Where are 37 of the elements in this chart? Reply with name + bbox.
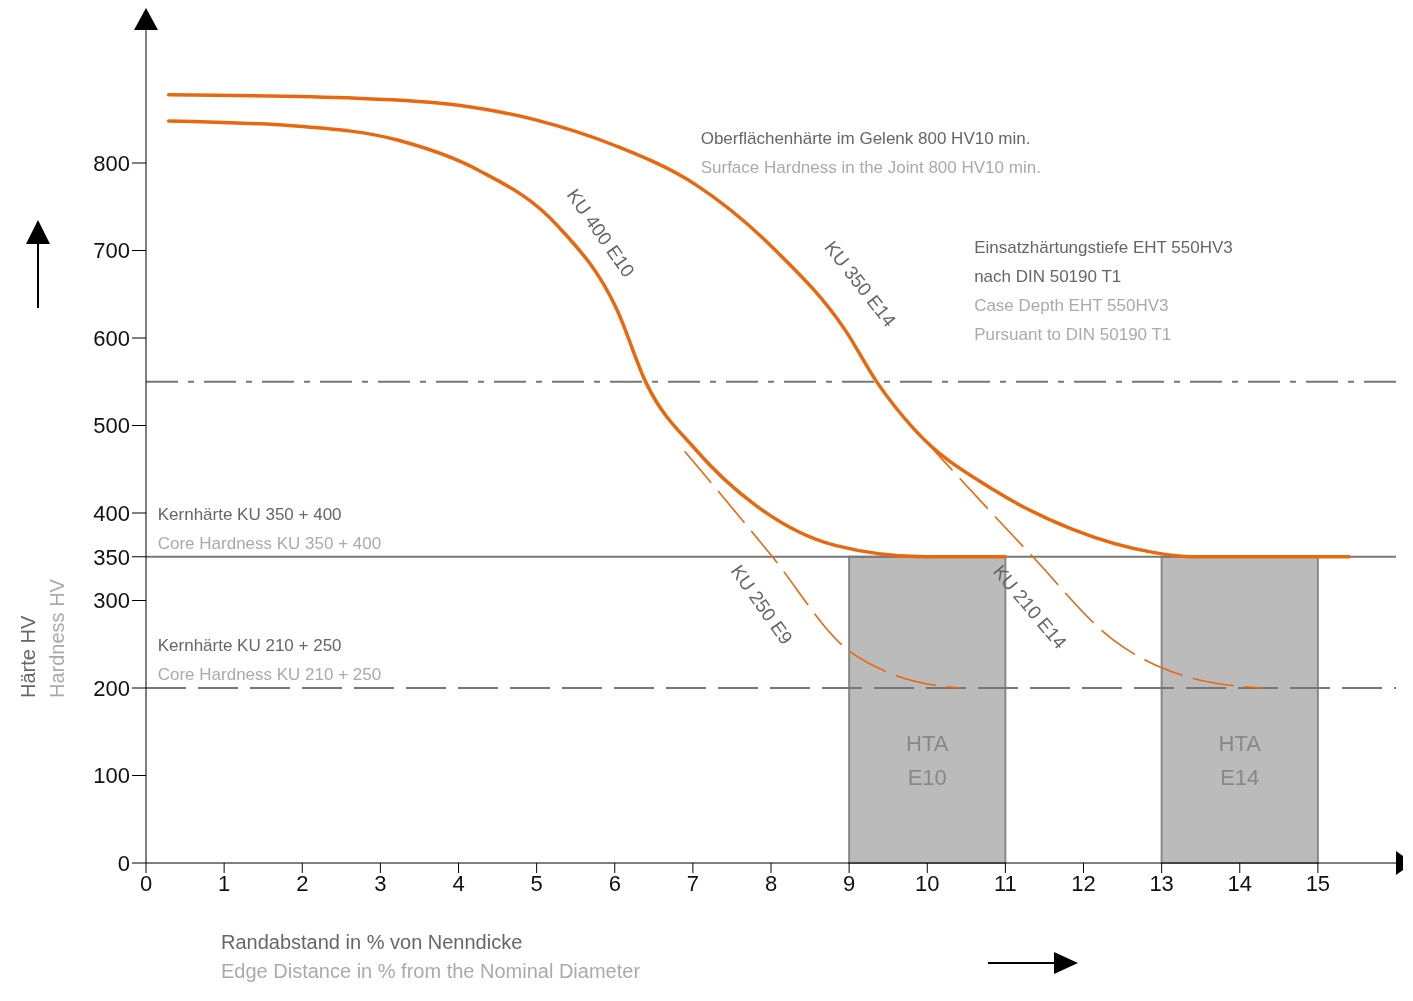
y-tick-label: 350 [93, 544, 130, 570]
text: KU 210 E14 [988, 561, 1072, 654]
ref-line-label: Kernhärte KU 350 + 400 Core Hardness KU 350 + 400 [157, 503, 382, 555]
x-tick-label: 9 [843, 870, 856, 896]
x-tick-label: 0 [139, 870, 153, 896]
y-tick-label: 100 [93, 763, 130, 789]
x-tick-label: 5 [530, 870, 543, 896]
y-axis-title: Härte HV Hardness HV [16, 579, 69, 698]
x-tick-label: 8 [764, 870, 778, 896]
y-tick-label: 400 [93, 500, 130, 526]
y-tick-label: 700 [93, 238, 130, 264]
y-tick-label: 500 [93, 413, 130, 439]
y-tick-label: 0 [117, 850, 130, 876]
x-tick-label: 10 [915, 870, 940, 896]
ref-line-label: Einsatzhärtungstiefe EHT 550HV3 nach DIN 50190 T1 Case Depth EHT 550HV3 Pursuant to DIN 50190 T1 [974, 237, 1233, 346]
x-tick-label: 15 [1305, 870, 1331, 896]
x-tick-label: 13 [1149, 870, 1174, 896]
y-tick-label: 300 [93, 588, 130, 614]
text: KU 400 E10 [561, 184, 639, 282]
x-tick-label: 12 [1071, 870, 1096, 896]
x-axis-title: Randabstand in % von Nenndicke Edge Distance in % from the Nominal Diameter [221, 930, 641, 984]
x-tick-label: 1 [218, 870, 231, 896]
x-tick-label: 3 [374, 870, 387, 896]
x-tick-label: 2 [296, 870, 309, 896]
text: KU 250 E9 [725, 561, 797, 650]
x-tick-label: 11 [993, 870, 1017, 896]
line-series [684, 450, 961, 689]
x-tick-label: 7 [686, 870, 699, 896]
x-tick-label: 4 [452, 870, 465, 896]
text: KU 350 E14 [820, 237, 901, 332]
ref-line-label: Kernhärte KU 210 + 250 Core Hardness KU 210 + 250 [157, 635, 382, 687]
annotation: Oberflächenhärte im Gelenk 800 HV10 min. Surface Hardness in the Joint 800 HV10 min. [700, 127, 1041, 179]
x-tick-label: 14 [1227, 870, 1252, 896]
x-tick-label: 6 [608, 870, 621, 896]
y-tick-label: 800 [93, 150, 130, 176]
y-tick-label: 200 [93, 675, 130, 701]
y-tick-label: 600 [93, 325, 130, 351]
